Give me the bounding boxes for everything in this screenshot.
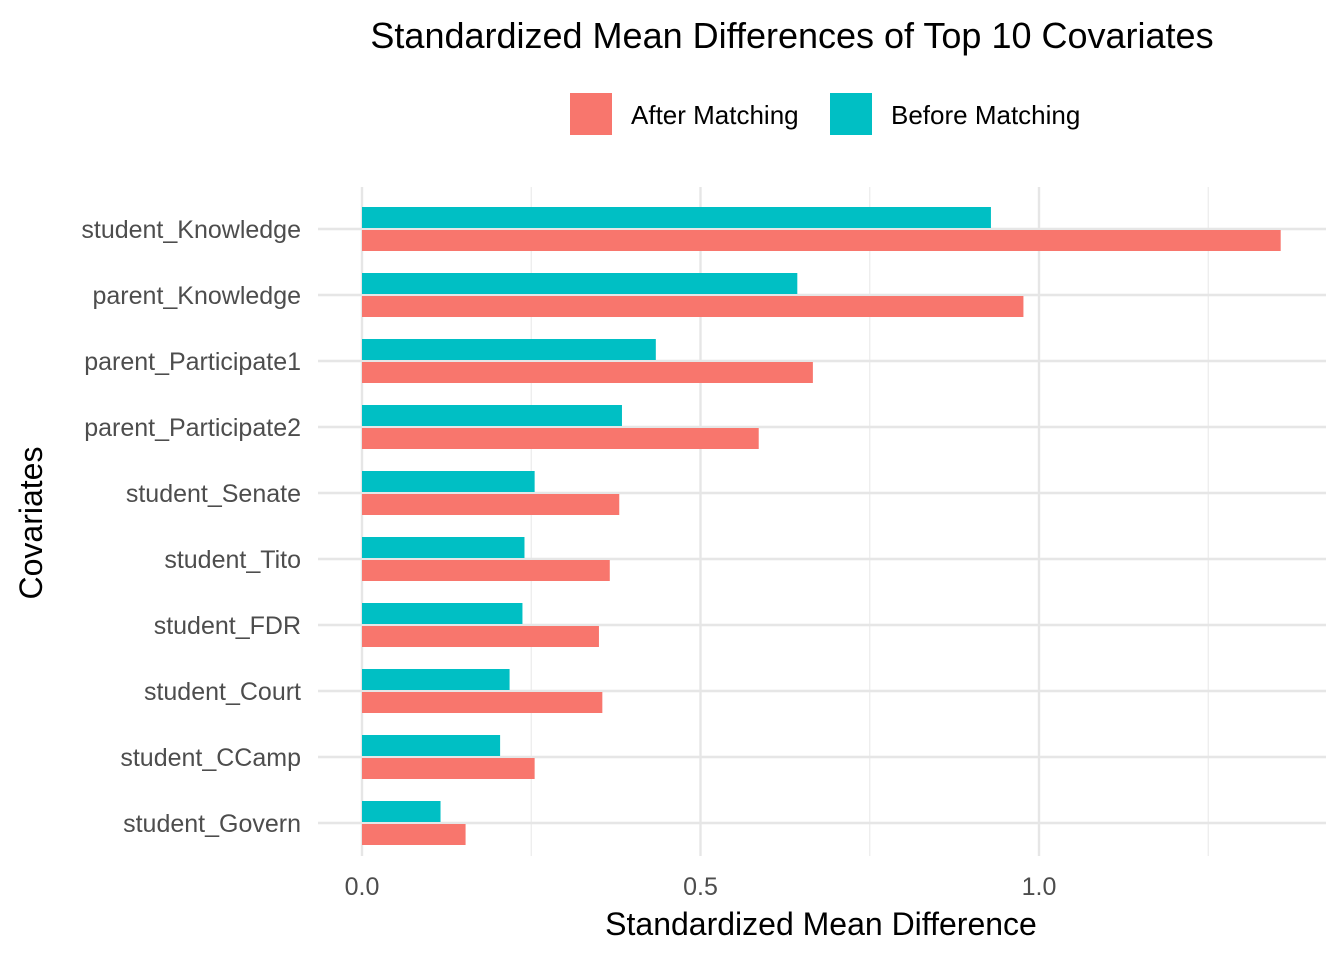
bar-before-matching-student-fdr bbox=[362, 603, 523, 624]
bar-before-matching-student-govern bbox=[362, 801, 441, 822]
bar-after-matching-student-court bbox=[362, 692, 603, 713]
bars-layer bbox=[362, 207, 1281, 845]
legend-label-before-matching: Before Matching bbox=[891, 100, 1080, 130]
x-tick-label: 1.0 bbox=[1022, 873, 1057, 901]
legend-swatch-before-matching bbox=[830, 93, 872, 135]
bar-before-matching-student-ccamp bbox=[362, 735, 501, 756]
chart-title: Standardized Mean Differences of Top 10 … bbox=[370, 15, 1213, 56]
bar-after-matching-parent-knowledge bbox=[362, 296, 1024, 317]
y-tick-label: student_FDR bbox=[154, 612, 301, 640]
legend: After Matching Before Matching bbox=[570, 93, 1080, 135]
y-tick-label: parent_Participate1 bbox=[84, 348, 301, 376]
bar-before-matching-student-senate bbox=[362, 471, 535, 492]
bar-after-matching-student-senate bbox=[362, 494, 620, 515]
y-tick-label: student_Senate bbox=[126, 480, 301, 508]
y-axis-title: Covariates bbox=[13, 447, 49, 600]
y-tick-label: parent_Participate2 bbox=[84, 414, 301, 442]
bar-before-matching-parent-participate2 bbox=[362, 405, 622, 426]
x-tick-label: 0.5 bbox=[683, 873, 718, 901]
bar-before-matching-student-tito bbox=[362, 537, 525, 558]
y-tick-label: student_CCamp bbox=[120, 744, 301, 772]
bar-before-matching-parent-knowledge bbox=[362, 273, 798, 294]
x-tick-labels: 0.0 0.5 1.0 bbox=[345, 873, 1057, 901]
bar-before-matching-student-knowledge bbox=[362, 207, 991, 228]
y-tick-label: student_Knowledge bbox=[81, 216, 301, 244]
bar-after-matching-parent-participate2 bbox=[362, 428, 759, 449]
legend-swatch-after-matching bbox=[570, 93, 612, 135]
y-tick-label: student_Court bbox=[144, 678, 301, 706]
y-tick-label: parent_Knowledge bbox=[93, 282, 302, 310]
bar-after-matching-student-ccamp bbox=[362, 758, 535, 779]
bar-after-matching-student-fdr bbox=[362, 626, 599, 647]
bar-after-matching-parent-participate1 bbox=[362, 362, 813, 383]
y-tick-label: student_Tito bbox=[164, 546, 301, 574]
y-tick-labels: student_Knowledge parent_Knowledge parent_… bbox=[81, 216, 301, 838]
y-tick-label: student_Govern bbox=[123, 810, 301, 838]
grid-layer bbox=[318, 187, 1326, 856]
bar-after-matching-student-govern bbox=[362, 824, 466, 845]
legend-label-after-matching: After Matching bbox=[631, 100, 799, 130]
x-axis-title: Standardized Mean Difference bbox=[605, 906, 1037, 942]
bar-after-matching-student-tito bbox=[362, 560, 610, 581]
bar-before-matching-student-court bbox=[362, 669, 510, 690]
bar-before-matching-parent-participate1 bbox=[362, 339, 656, 360]
x-tick-label: 0.0 bbox=[345, 873, 380, 901]
bar-after-matching-student-knowledge bbox=[362, 230, 1281, 251]
